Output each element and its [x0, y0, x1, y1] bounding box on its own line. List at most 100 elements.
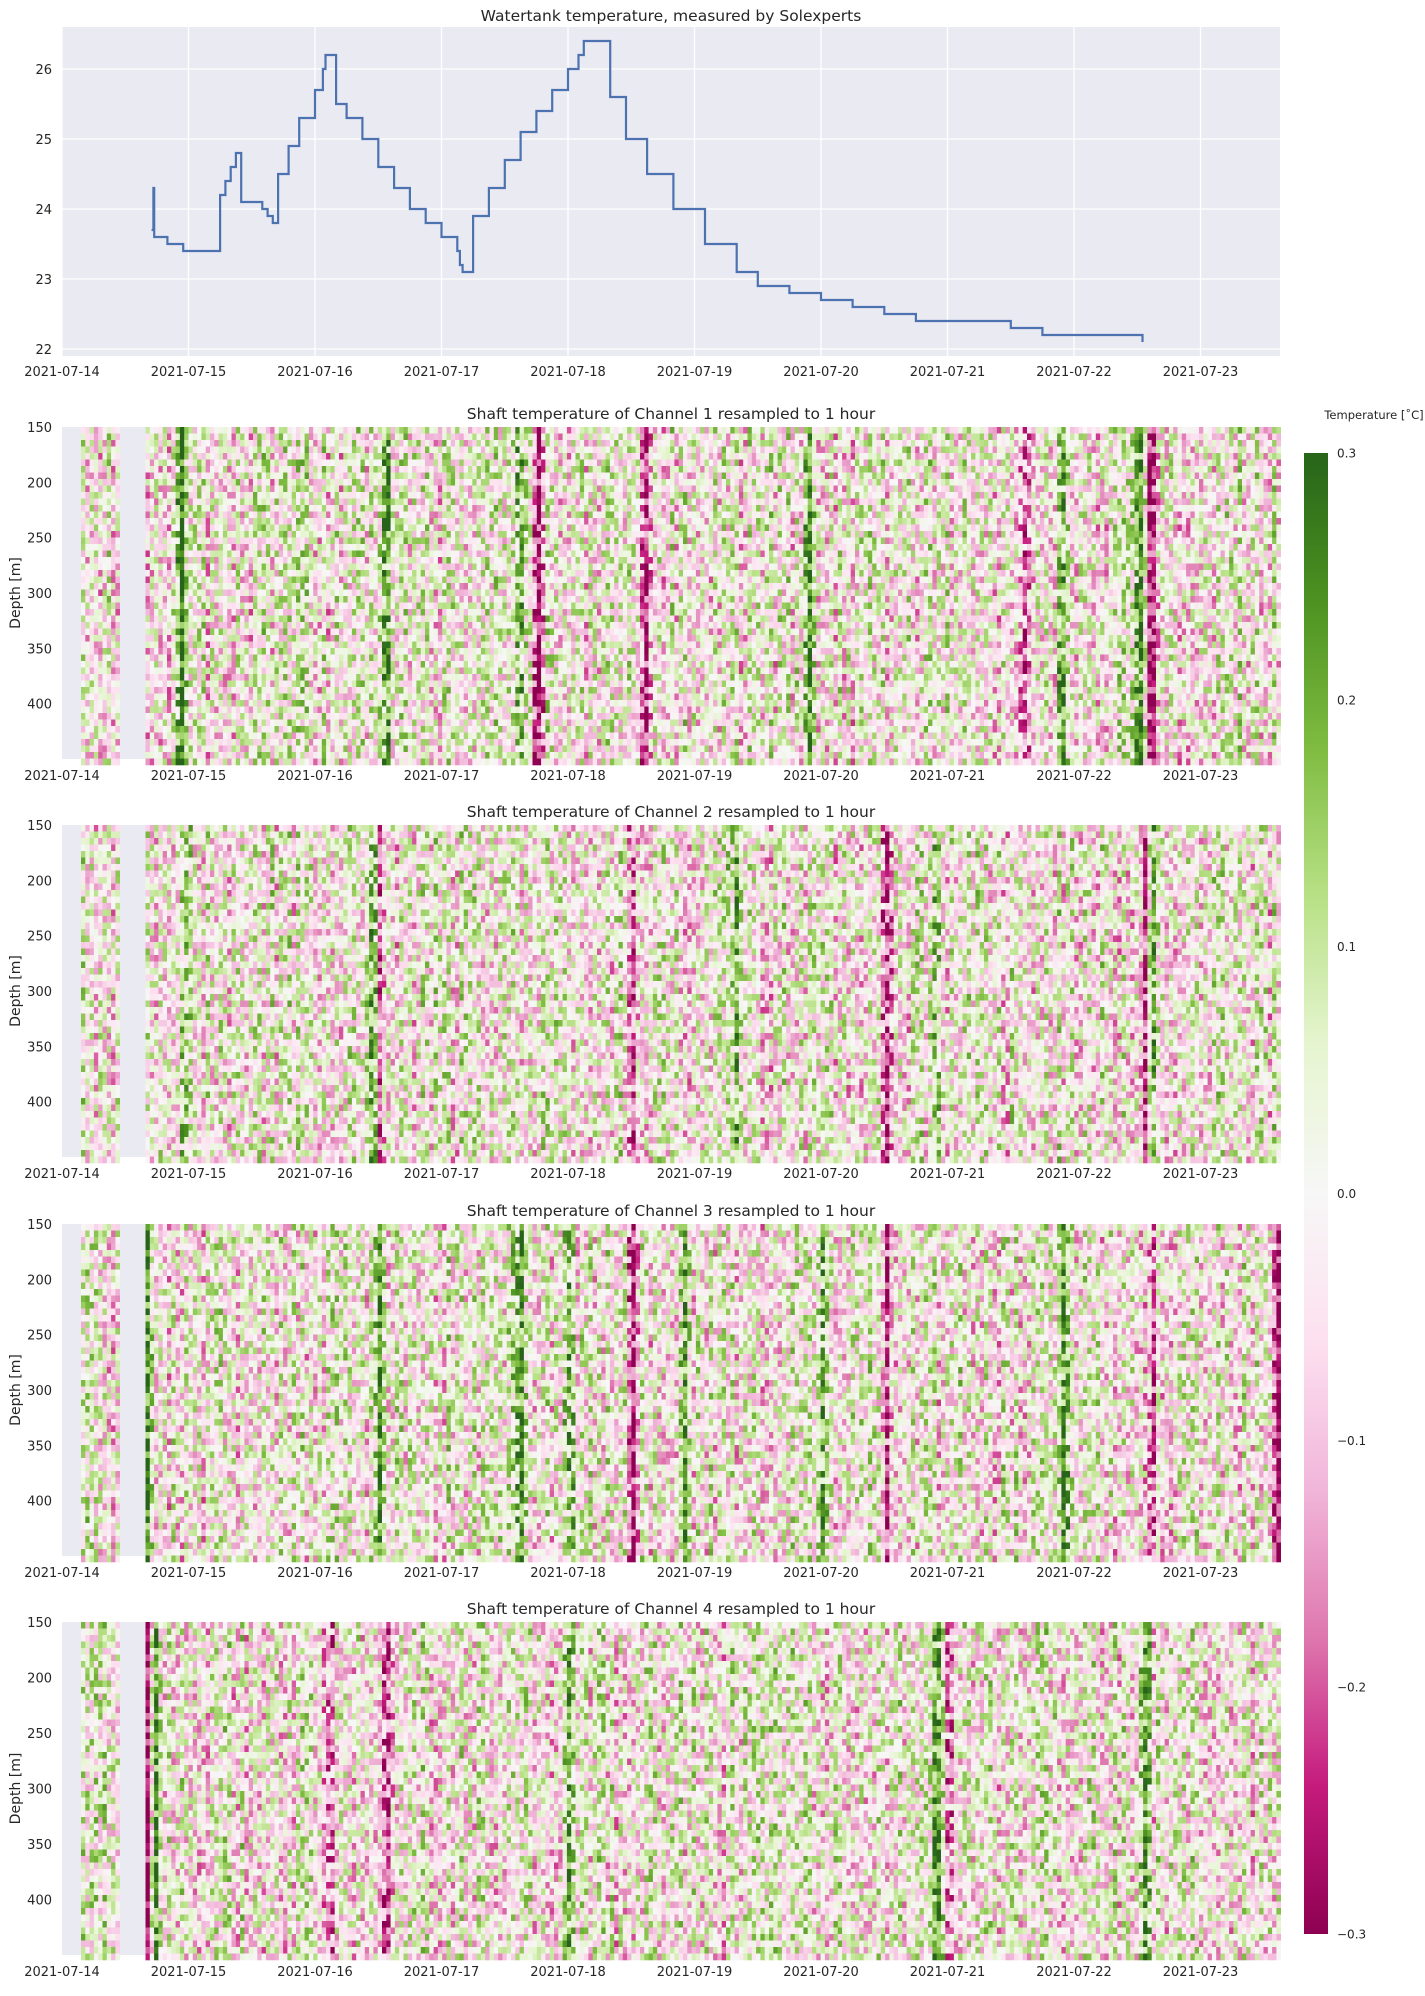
heatmap-cell	[103, 609, 108, 616]
heatmap-cell	[115, 564, 120, 571]
heatmap-cell	[219, 447, 224, 454]
heatmap-cell	[163, 596, 168, 603]
heatmap-cell	[85, 479, 90, 486]
heatmap-cell	[210, 648, 215, 655]
heatmap-cell	[244, 726, 249, 733]
heatmap-cell	[103, 622, 108, 629]
heatmap-cell	[300, 759, 305, 766]
heatmap-cell	[176, 453, 181, 460]
heatmap-cell	[296, 726, 301, 733]
heatmap-cell	[115, 661, 120, 668]
heatmap-cell	[158, 499, 163, 506]
heatmap-cell	[206, 473, 211, 480]
heatmap-cell	[266, 622, 271, 629]
heatmap-cell	[253, 655, 258, 662]
heatmap-cell	[214, 570, 219, 577]
heatmap-cell	[184, 447, 189, 454]
heatmap-cell	[98, 557, 103, 564]
heatmap-cell	[85, 616, 90, 623]
heatmap-cell	[115, 544, 120, 551]
heatmap-cell	[283, 577, 288, 584]
heatmap-cell	[197, 544, 202, 551]
heatmap-cell	[283, 746, 288, 753]
heatmap-cell	[296, 642, 301, 649]
heatmap-cell	[244, 720, 249, 727]
heatmap-cell	[253, 707, 258, 714]
heatmap-cell	[240, 538, 245, 545]
heatmap-cell	[275, 544, 280, 551]
y-tick-label: 25	[35, 133, 52, 148]
x-tick-label: 2021-07-22	[1036, 365, 1112, 380]
heatmap-cell	[275, 466, 280, 473]
heatmap-cell	[197, 674, 202, 681]
heatmap-cell	[94, 707, 99, 714]
heatmap-cell	[98, 512, 103, 519]
heatmap-cell	[279, 655, 284, 662]
heatmap-cell	[167, 655, 172, 662]
heatmap-cell	[240, 544, 245, 551]
heatmap-cell	[146, 544, 151, 551]
heatmap-cell	[201, 752, 206, 759]
heatmap-cell	[90, 557, 95, 564]
heatmap-cell	[232, 557, 237, 564]
heatmap-cell	[90, 551, 95, 558]
heatmap-cell	[111, 616, 116, 623]
heatmap-cell	[214, 551, 219, 558]
heatmap-cell	[305, 492, 310, 499]
heatmap-cell	[262, 479, 267, 486]
heatmap-cell	[197, 661, 202, 668]
heatmap-cell	[158, 616, 163, 623]
heatmap-cell	[275, 603, 280, 610]
heatmap-cell	[154, 557, 159, 564]
heatmap-cell	[150, 752, 155, 759]
heatmap-cell	[219, 518, 224, 525]
heatmap-cell	[253, 668, 258, 675]
heatmap-cell	[154, 655, 159, 662]
heatmap-cell	[309, 460, 314, 467]
heatmap-cell	[180, 460, 185, 467]
heatmap-cell	[275, 492, 280, 499]
heatmap-cell	[81, 694, 86, 701]
heatmap-cell	[201, 622, 206, 629]
heatmap-cell	[223, 551, 228, 558]
heatmap-cell	[249, 720, 254, 727]
heatmap-cell	[150, 707, 155, 714]
heatmap-cell	[150, 746, 155, 753]
heatmap-cell	[150, 505, 155, 512]
heatmap-cell	[292, 473, 297, 480]
heatmap-cell	[197, 551, 202, 558]
heatmap-cell	[283, 525, 288, 532]
heatmap-cell	[214, 661, 219, 668]
heatmap-cell	[232, 655, 237, 662]
heatmap-cell	[227, 681, 232, 688]
heatmap-cell	[90, 544, 95, 551]
heatmap-cell	[81, 759, 86, 766]
heatmap-cell	[305, 499, 310, 506]
heatmap-cell	[201, 746, 206, 753]
heatmap-cell	[98, 505, 103, 512]
heatmap-cell	[279, 739, 284, 746]
heatmap-cell	[296, 609, 301, 616]
heatmap-cell	[300, 681, 305, 688]
heatmap-cell	[219, 759, 224, 766]
heatmap-cell	[103, 752, 108, 759]
heatmap-cell	[210, 674, 215, 681]
heatmap-cell	[176, 486, 181, 493]
heatmap-cell	[150, 427, 155, 434]
heatmap-cell	[184, 577, 189, 584]
heatmap-cell	[176, 694, 181, 701]
heatmap-cell	[115, 648, 120, 655]
heatmap-cell	[210, 603, 215, 610]
heatmap-cell	[180, 453, 185, 460]
heatmap-cell	[214, 499, 219, 506]
heatmap-cell	[232, 570, 237, 577]
heatmap-cell	[98, 479, 103, 486]
heatmap-cell	[150, 544, 155, 551]
heatmap-cell	[197, 707, 202, 714]
heatmap-cell	[146, 655, 151, 662]
heatmap-cell	[244, 460, 249, 467]
heatmap-cell	[176, 687, 181, 694]
heatmap-cell	[262, 687, 267, 694]
heatmap-cell	[262, 642, 267, 649]
heatmap-cell	[292, 681, 297, 688]
